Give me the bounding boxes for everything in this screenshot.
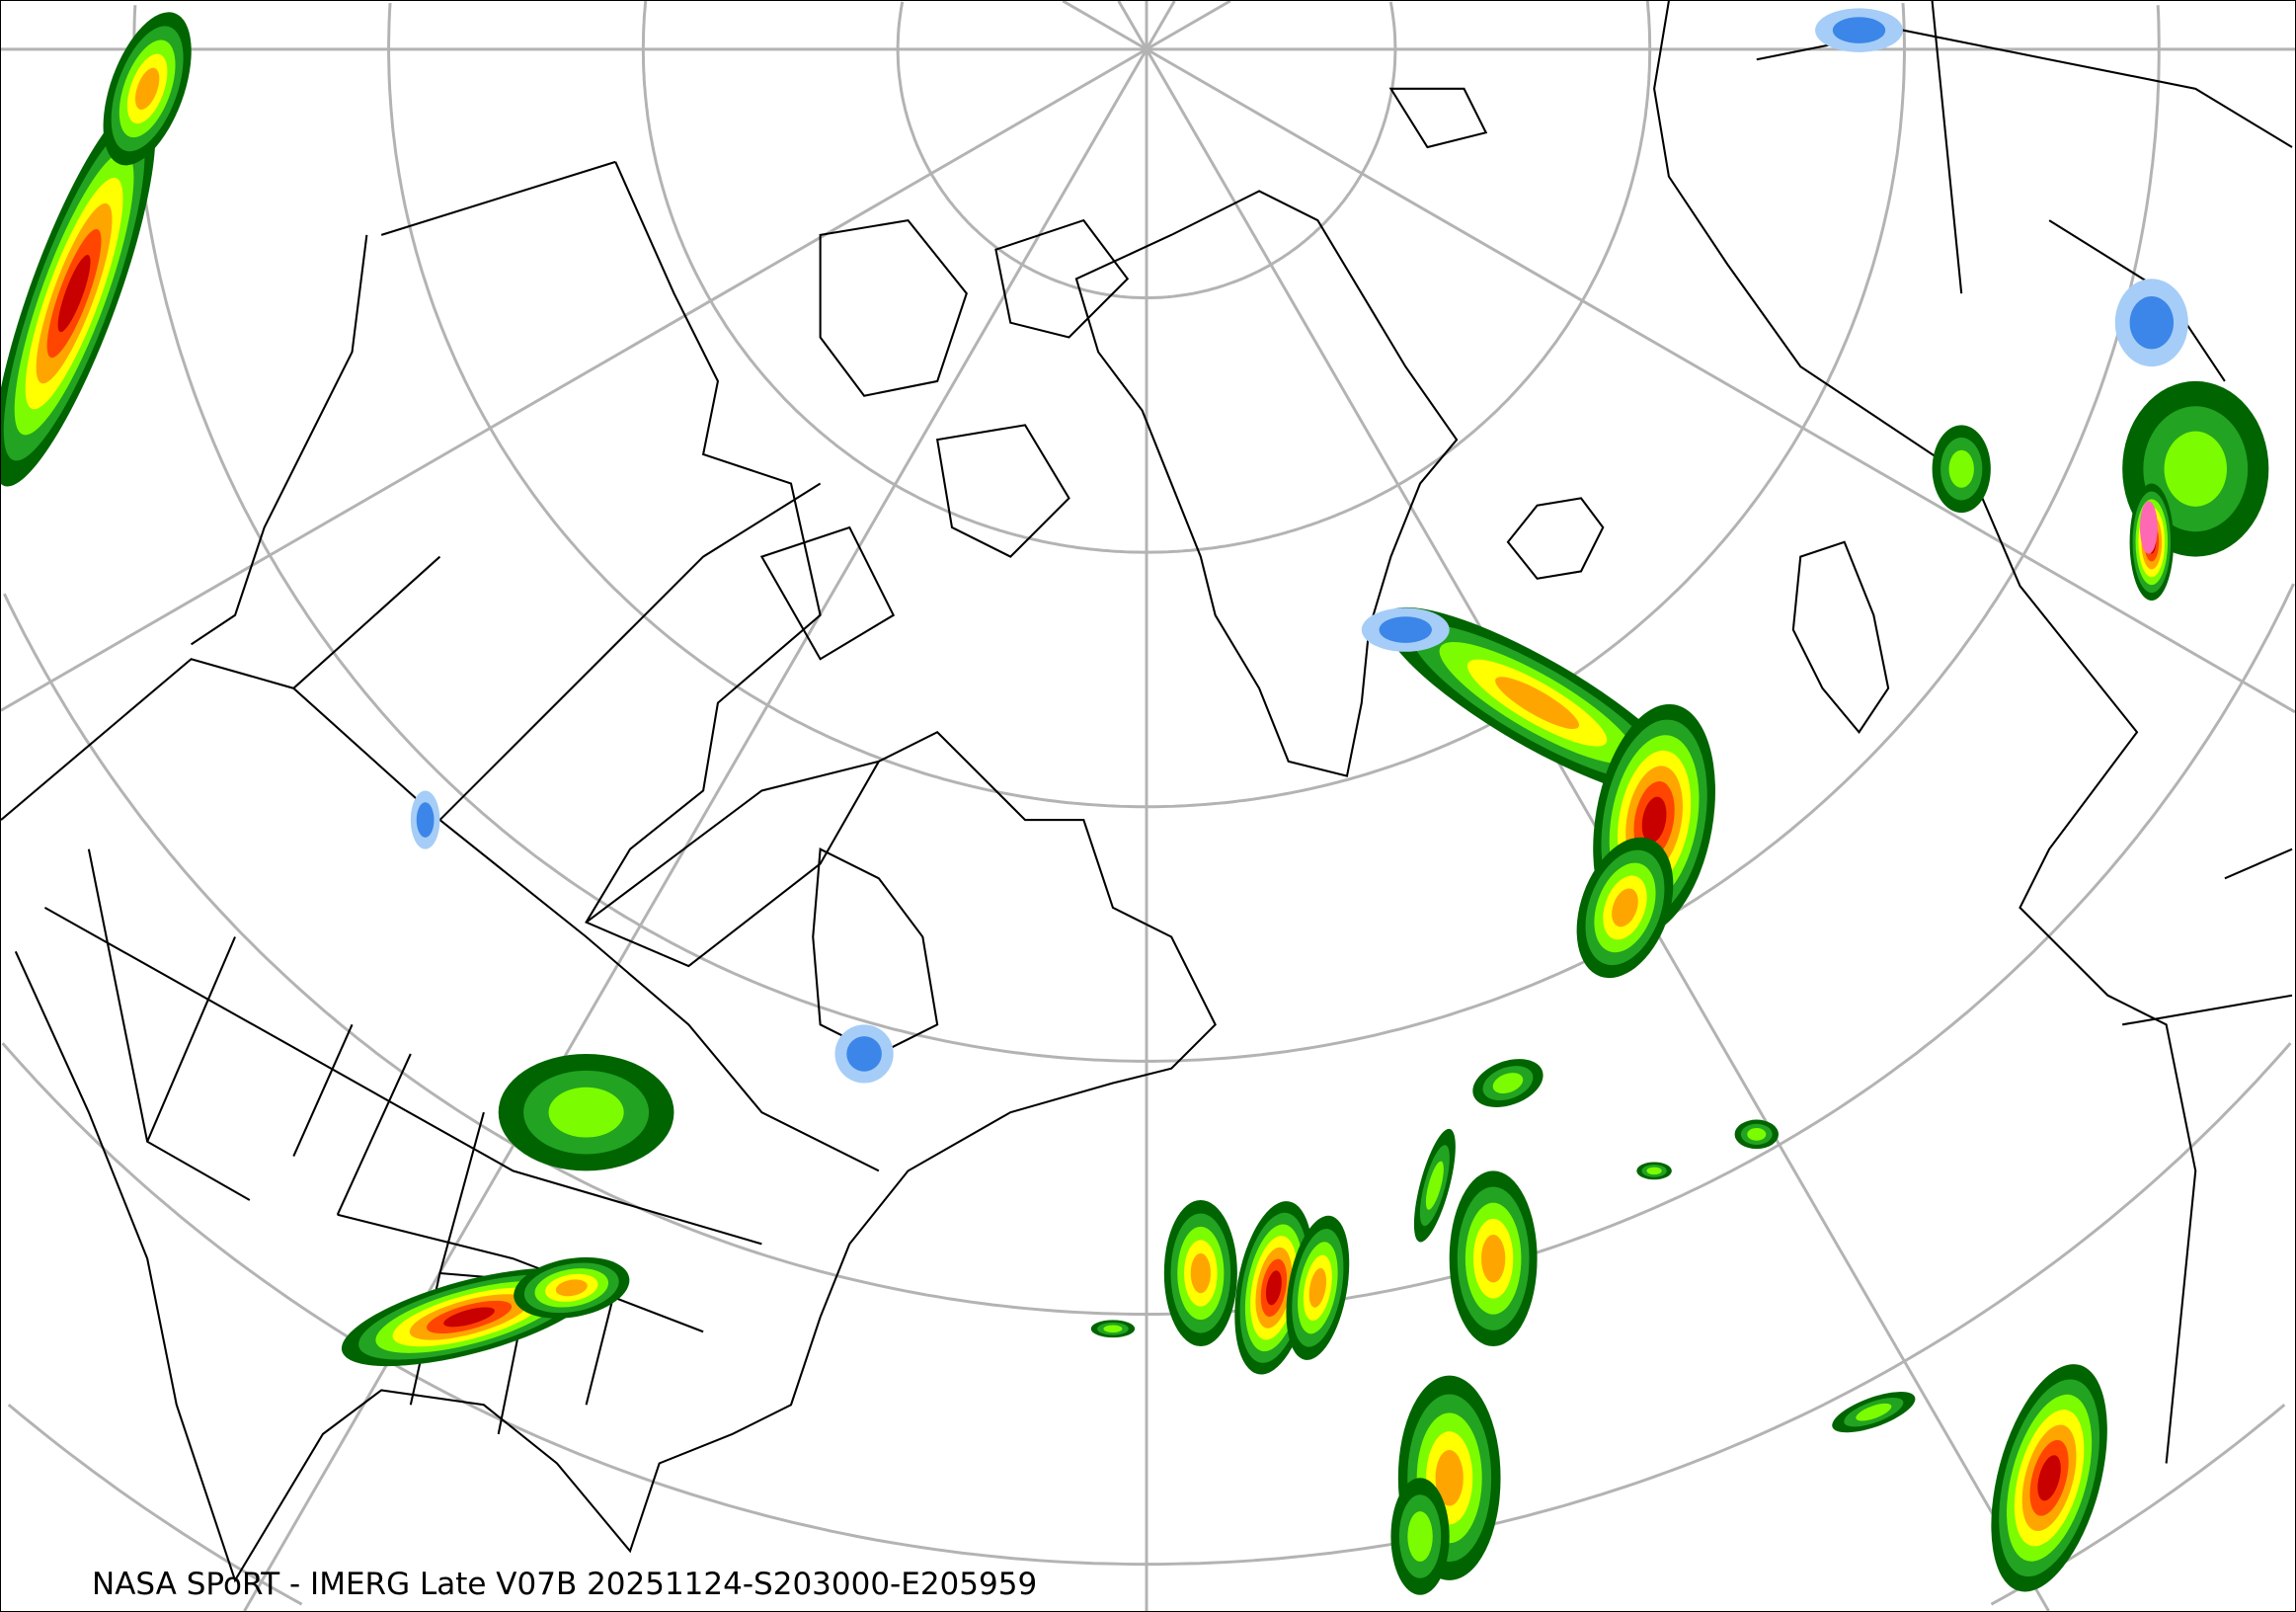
precipitation-area — [1492, 1073, 1524, 1094]
precipitation-area — [1747, 1128, 1767, 1141]
hudson-bay-coast — [812, 847, 939, 1056]
precipitation-area — [1612, 888, 1638, 927]
canada-province-borders — [292, 160, 880, 924]
precipitation-area — [1407, 1511, 1433, 1562]
precipitation-area — [1948, 449, 1974, 488]
latitude-circle — [3, 583, 2295, 1316]
precipitation-area — [2139, 501, 2158, 554]
precipitation-area — [1379, 616, 1432, 643]
precipitation-area — [1103, 1325, 1123, 1333]
meridian-line — [1146, 1, 1231, 51]
latitude-circle — [132, 5, 2161, 1063]
precipitation-area — [1265, 1270, 1282, 1306]
meridian-line — [243, 48, 1148, 1611]
map-caption: NASA SPoRT - IMERG Late V07B 20251124-S2… — [92, 1567, 1038, 1602]
precipitation-area — [1856, 1403, 1892, 1421]
precipitation-area — [443, 1307, 495, 1328]
iceland-coast — [1506, 497, 1605, 580]
latitude-circle — [1, 1042, 2292, 1567]
precipitation-area — [555, 1279, 588, 1297]
precipitation-area — [1646, 1167, 1662, 1175]
precipitation-area — [134, 67, 160, 110]
coastlines-borders — [1, 1, 2293, 1583]
precipitation-area — [2129, 296, 2175, 350]
latitude-circle — [387, 2, 1906, 809]
meridian-line — [1, 47, 1148, 712]
precipitation-area — [1425, 1161, 1444, 1210]
greenland-coast — [1074, 190, 1459, 777]
precipitation-area — [1495, 677, 1580, 730]
precipitation-area — [846, 1036, 882, 1072]
precipitation-area — [2037, 1455, 2061, 1501]
us-state-borders — [43, 848, 762, 1435]
arctic-islands — [759, 87, 1488, 661]
north-america-coast — [14, 161, 1217, 1583]
precipitation-area — [1435, 1450, 1464, 1506]
canada-us-border — [1, 658, 880, 1172]
precipitation-area — [1481, 1234, 1506, 1283]
british-isles-coast — [1791, 540, 1890, 734]
europe-coast-borders — [1653, 1, 2293, 1464]
precipitation-area — [2164, 431, 2228, 507]
precipitation-area — [1641, 796, 1667, 844]
latitude-circle — [896, 1, 1397, 300]
precipitation-area — [57, 255, 91, 333]
meridian-line — [1145, 1, 1176, 50]
precipitation-area — [416, 802, 435, 838]
precipitation-area — [1832, 17, 1886, 43]
precipitation-area — [548, 1087, 624, 1138]
meridian-line — [1117, 1, 1148, 50]
precipitation-area — [1308, 1267, 1327, 1308]
meridian-line — [1146, 47, 2295, 714]
latitude-circle — [641, 1, 1652, 554]
precipitation-area — [1190, 1252, 1211, 1294]
meridian-line — [1062, 1, 1148, 51]
